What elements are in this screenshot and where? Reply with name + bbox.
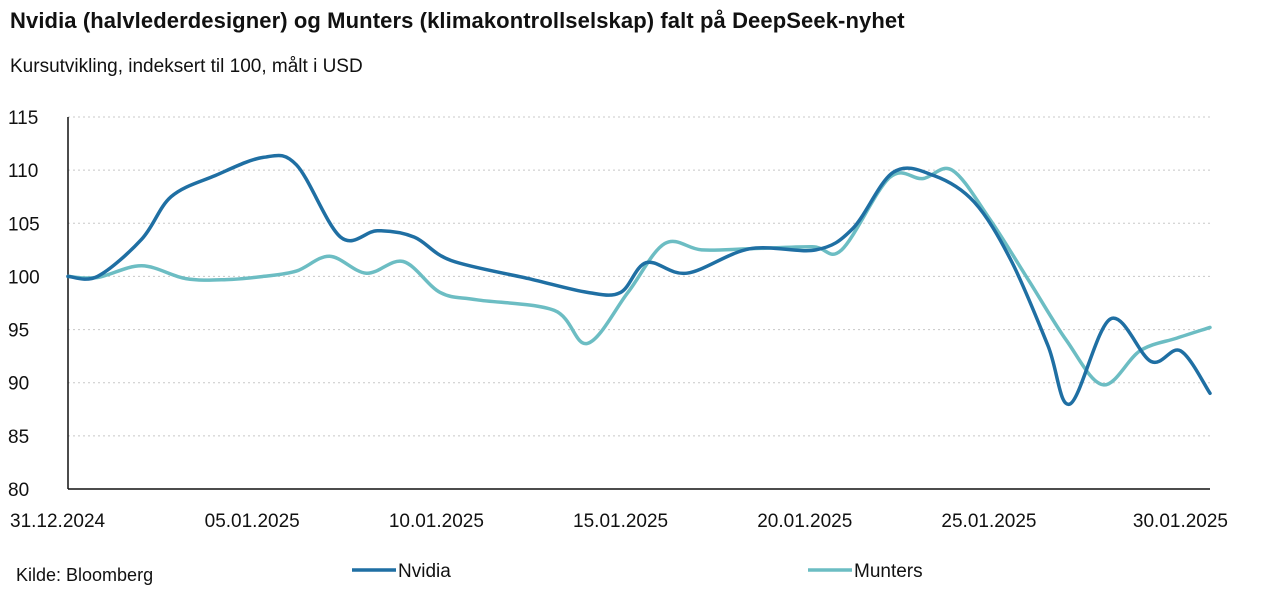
source-note: Kilde: Bloomberg xyxy=(16,565,154,585)
series-line-nvidia xyxy=(66,153,1212,406)
chart-title: Nvidia (halvlederdesigner) og Munters (k… xyxy=(10,8,905,33)
chart-subtitle: Kursutvikling, indeksert til 100, målt i… xyxy=(10,56,363,77)
y-tick-label: 105 xyxy=(8,214,40,235)
x-tick-label: 30.01.2025 xyxy=(1133,511,1228,532)
x-tick-label: 25.01.2025 xyxy=(941,511,1036,532)
legend-label-nvidia: Nvidia xyxy=(398,561,451,582)
legend-label-munters: Munters xyxy=(854,561,923,582)
y-tick-label: 95 xyxy=(8,321,29,342)
x-tick-label: 31.12.2024 xyxy=(10,511,106,532)
x-tick-label: 15.01.2025 xyxy=(573,511,668,532)
y-tick-label: 110 xyxy=(8,161,38,182)
x-tick-label: 10.01.2025 xyxy=(389,511,484,532)
series-line-munters xyxy=(66,166,1212,387)
y-tick-label: 80 xyxy=(8,480,29,501)
y-tick-label: 85 xyxy=(8,427,29,448)
y-tick-label: 100 xyxy=(8,267,40,288)
y-tick-label: 115 xyxy=(8,108,38,129)
y-tick-label: 90 xyxy=(8,374,29,395)
x-tick-label: 05.01.2025 xyxy=(205,511,300,532)
x-tick-label: 20.01.2025 xyxy=(757,511,852,532)
